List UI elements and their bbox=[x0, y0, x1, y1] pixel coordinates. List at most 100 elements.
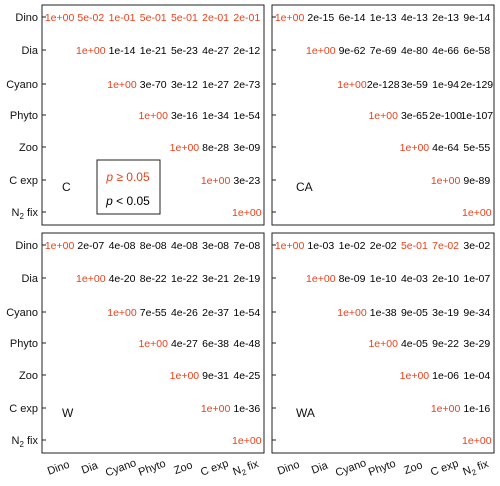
y-tick-label-n2-fix: N2 fix bbox=[12, 435, 39, 449]
cell-dia-n2-fix: 2e-19 bbox=[233, 273, 260, 285]
cell-dia-c-exp: 2e-10 bbox=[432, 273, 459, 285]
x-tick-label-n2-fix: N2 fix bbox=[231, 458, 261, 480]
cell-dino-zoo: 4e-13 bbox=[401, 12, 428, 24]
cell-cyano-cyano: 1e+00 bbox=[337, 307, 367, 319]
cell-c-exp-n2-fix: 1e-36 bbox=[233, 403, 260, 415]
cell-dino-c-exp: 7e-02 bbox=[432, 240, 459, 252]
y-tick-label-phyto: Phyto bbox=[10, 338, 38, 350]
cell-dia-phyto: 1e-10 bbox=[370, 273, 397, 285]
cell-dino-dia: 2e-07 bbox=[77, 240, 104, 252]
cell-dino-phyto: 1e-13 bbox=[370, 12, 397, 24]
cell-cyano-n2-fix: 9e-34 bbox=[463, 307, 490, 319]
cell-dia-cyano: 4e-20 bbox=[109, 273, 136, 285]
cell-cyano-n2-fix: 2e-73 bbox=[233, 79, 260, 91]
cell-phyto-c-exp: 1e-34 bbox=[202, 110, 229, 122]
cell-zoo-c-exp: 8e-28 bbox=[202, 142, 229, 154]
cell-dia-cyano: 8e-09 bbox=[339, 273, 366, 285]
cell-n2-fix-n2-fix: 1e+00 bbox=[232, 435, 262, 447]
cell-n2-fix-n2-fix: 1e+00 bbox=[462, 435, 492, 447]
cell-dino-dino: 1e+00 bbox=[45, 12, 75, 24]
cell-phyto-n2-fix: 1e-107 bbox=[460, 110, 493, 122]
cell-dino-zoo: 5e-01 bbox=[401, 240, 428, 252]
cell-cyano-c-exp: 1e-27 bbox=[202, 79, 229, 91]
cell-c-exp-c-exp: 1e+00 bbox=[431, 175, 461, 187]
cell-zoo-c-exp: 9e-31 bbox=[202, 370, 229, 382]
cell-zoo-n2-fix: 4e-25 bbox=[233, 370, 260, 382]
cell-n2-fix-n2-fix: 1e+00 bbox=[232, 207, 262, 219]
cell-cyano-phyto: 2e-128 bbox=[367, 79, 400, 91]
x-tick-label-phyto: Phyto bbox=[367, 458, 398, 479]
panels-group: Dino Dia Cyano Phyto Zoo C exp N2 fix 1e+00 5e-0… bbox=[6, 4, 495, 454]
cell-cyano-zoo: 9e-05 bbox=[401, 307, 428, 319]
cell-dino-cyano: 4e-08 bbox=[109, 240, 136, 252]
cell-cyano-phyto: 3e-70 bbox=[140, 79, 167, 91]
cell-phyto-c-exp: 2e-100 bbox=[429, 110, 462, 122]
y-tick-label-zoo: Zoo bbox=[19, 370, 38, 382]
y-tick-label-dino: Dino bbox=[15, 240, 38, 252]
y-tick-label-phyto: Phyto bbox=[10, 110, 38, 122]
cell-dino-cyano: 1e-01 bbox=[109, 12, 136, 24]
cell-phyto-n2-fix: 3e-29 bbox=[463, 338, 490, 350]
y-tick-label-c-exp: C exp bbox=[9, 175, 38, 187]
cell-n2-fix-n2-fix: 1e+00 bbox=[462, 207, 492, 219]
cell-cyano-cyano: 1e+00 bbox=[337, 79, 367, 91]
cell-cyano-c-exp: 2e-37 bbox=[202, 307, 229, 319]
cell-zoo-n2-fix: 1e-04 bbox=[463, 370, 490, 382]
cell-zoo-zoo: 1e+00 bbox=[400, 142, 430, 154]
cell-c-exp-n2-fix: 3e-23 bbox=[233, 175, 260, 187]
cell-zoo-c-exp: 1e-06 bbox=[432, 370, 459, 382]
legend-not-significant: p ≥ 0.05 bbox=[105, 170, 150, 184]
cell-zoo-zoo: 1e+00 bbox=[170, 142, 200, 154]
cell-c-exp-n2-fix: 1e-16 bbox=[463, 403, 490, 415]
cell-phyto-phyto: 1e+00 bbox=[138, 338, 168, 350]
cell-dia-dia: 1e+00 bbox=[76, 45, 106, 57]
cell-phyto-phyto: 1e+00 bbox=[368, 338, 398, 350]
cell-cyano-n2-fix: 1e-54 bbox=[233, 307, 260, 319]
y-tick-label-cyano: Cyano bbox=[6, 307, 38, 319]
x-tick-label-cyano: Cyano bbox=[104, 457, 138, 479]
cell-dia-phyto: 8e-22 bbox=[140, 273, 167, 285]
cell-dino-c-exp: 2e-13 bbox=[432, 12, 459, 24]
y-tick-label-c-exp: C exp bbox=[9, 403, 38, 415]
y-tick-label-cyano: Cyano bbox=[6, 79, 38, 91]
cell-dino-dino: 1e+00 bbox=[275, 240, 305, 252]
panel-label-ca: CA bbox=[296, 180, 313, 194]
cell-dia-dia: 1e+00 bbox=[306, 45, 336, 57]
cell-dino-c-exp: 2e-01 bbox=[202, 12, 229, 24]
cell-dino-c-exp: 3e-08 bbox=[202, 240, 229, 252]
x-tick-label-cyano: Cyano bbox=[334, 457, 368, 479]
x-tick-label-phyto: Phyto bbox=[137, 458, 168, 479]
cell-zoo-n2-fix: 5e-55 bbox=[463, 142, 490, 154]
cell-dia-phyto: 1e-21 bbox=[140, 45, 167, 57]
cell-dia-zoo: 4e-03 bbox=[401, 273, 428, 285]
cell-cyano-zoo: 3e-12 bbox=[171, 79, 198, 91]
cell-dino-cyano: 1e-02 bbox=[339, 240, 366, 252]
panel-w: Dino Dia Cyano Phyto Zoo C exp N2 fix 1e+00 2e-0… bbox=[6, 232, 265, 454]
cell-dino-cyano: 6e-14 bbox=[339, 12, 366, 24]
cell-dino-dia: 2e-15 bbox=[307, 12, 334, 24]
cell-phyto-phyto: 1e+00 bbox=[138, 110, 168, 122]
cell-dia-zoo: 1e-22 bbox=[171, 273, 198, 285]
cell-cyano-c-exp: 1e-94 bbox=[432, 79, 459, 91]
cell-dino-n2-fix: 2e-01 bbox=[233, 12, 260, 24]
cell-zoo-zoo: 1e+00 bbox=[170, 370, 200, 382]
y-tick-label-dia: Dia bbox=[21, 273, 38, 285]
x-tick-label-zoo: Zoo bbox=[172, 459, 194, 477]
x-tick-label-dino: Dino bbox=[46, 459, 71, 478]
cell-cyano-phyto: 1e-38 bbox=[370, 307, 397, 319]
cell-dino-dia: 1e-03 bbox=[307, 240, 334, 252]
cell-dia-c-exp: 4e-27 bbox=[202, 45, 229, 57]
panel-label-c: C bbox=[62, 180, 71, 194]
x-tick-label-dia: Dia bbox=[80, 459, 100, 476]
cell-dino-n2-fix: 9e-14 bbox=[463, 12, 490, 24]
cell-dino-dino: 1e+00 bbox=[275, 12, 305, 24]
cell-phyto-c-exp: 9e-22 bbox=[432, 338, 459, 350]
cell-cyano-cyano: 1e+00 bbox=[107, 79, 137, 91]
y-tick-label-n2-fix: N2 fix bbox=[12, 207, 39, 221]
cell-dia-c-exp: 4e-66 bbox=[432, 45, 459, 57]
cell-cyano-zoo: 4e-26 bbox=[171, 307, 198, 319]
cell-dino-n2-fix: 7e-08 bbox=[233, 240, 260, 252]
cell-dia-n2-fix: 1e-07 bbox=[463, 273, 490, 285]
